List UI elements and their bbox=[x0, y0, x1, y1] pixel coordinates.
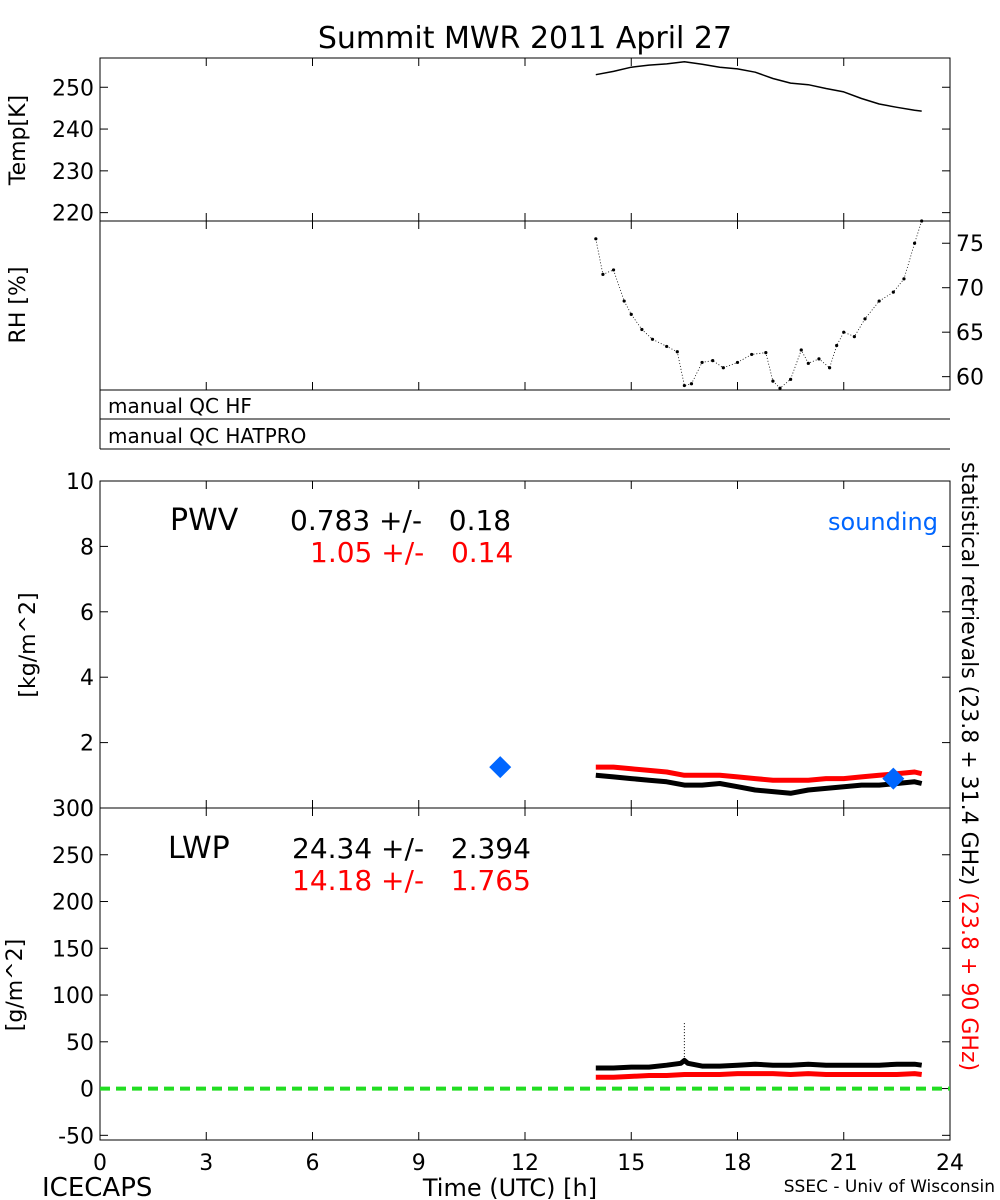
footer-right: SSEC - Univ of Wisconsin bbox=[784, 1177, 995, 1197]
pwv-ytick-label: 10 bbox=[66, 470, 94, 495]
pwv-name: PWV bbox=[170, 503, 239, 538]
lwp-line-1 bbox=[595, 1071, 923, 1080]
lwp-ytick-label: 0 bbox=[80, 1078, 94, 1103]
rh-point bbox=[611, 268, 616, 272]
pwv-ytick-label: 0 bbox=[80, 797, 94, 822]
sounding-legend: sounding bbox=[828, 508, 938, 536]
temp-ytick-label: 220 bbox=[52, 202, 94, 227]
temp-ytick-label: 240 bbox=[52, 118, 94, 143]
lwp-ytick-label: 100 bbox=[52, 984, 94, 1009]
pwv-series bbox=[595, 764, 923, 796]
lwp-ytick-label: 50 bbox=[66, 1031, 94, 1056]
pwv-ytick-label: 4 bbox=[80, 666, 94, 691]
temp-frame bbox=[99, 57, 951, 222]
lwp-ytick-label: 150 bbox=[52, 937, 94, 962]
temp-series bbox=[595, 61, 922, 112]
lwp-hf-stat: 24.34 +/- 2.394 bbox=[292, 832, 531, 865]
pwv-sounding-points bbox=[489, 756, 905, 790]
temp-ytick-label: 230 bbox=[52, 160, 94, 185]
lwp-y-ticks: -50 0 50 100 150 200 250 300 bbox=[52, 797, 950, 1149]
qc-hf-label: manual QC HF bbox=[108, 394, 252, 418]
right-legend: statistical retrievals (23.8 + 31.4 GHz)… bbox=[956, 462, 981, 1071]
rh-ytick-label: 70 bbox=[956, 277, 984, 302]
rh-point bbox=[622, 299, 626, 303]
rh-point bbox=[912, 241, 917, 245]
temp-ytick-label: 250 bbox=[52, 76, 94, 101]
rh-panel: RH [%] 60 65 70 75 bbox=[6, 219, 984, 391]
xtick-label: 18 bbox=[724, 1151, 752, 1176]
rh-point bbox=[920, 219, 924, 223]
rh-point bbox=[750, 352, 754, 357]
rh-ylabel: RH [%] bbox=[6, 267, 31, 344]
rh-point bbox=[650, 337, 655, 341]
rh-trace bbox=[595, 220, 923, 389]
x-axis-label: Time (UTC) [h] bbox=[422, 1174, 597, 1200]
lwp-name: LWP bbox=[168, 831, 230, 866]
xtick-label: 0 bbox=[93, 1151, 107, 1176]
xtick-label: 6 bbox=[306, 1151, 320, 1176]
lwp-series bbox=[595, 1023, 923, 1080]
pwv-line-1 bbox=[595, 764, 923, 783]
sounding-marker bbox=[882, 767, 905, 790]
xtick-label: 12 bbox=[511, 1151, 539, 1176]
right-legend-black: statistical retrievals (23.8 + 31.4 GHz) bbox=[956, 462, 981, 885]
pwv-ytick-label: 8 bbox=[80, 535, 94, 560]
lwp-x-ticks: 0 3 6 9 12 15 18 21 24 bbox=[93, 58, 964, 1176]
pwv-y-ticks: 0 2 4 6 8 10 bbox=[66, 470, 950, 822]
rh-point bbox=[863, 317, 867, 321]
footer-left: ICECAPS bbox=[42, 1173, 152, 1200]
lwp-ytick-label: 300 bbox=[52, 797, 94, 822]
xtick-label: 24 bbox=[936, 1151, 964, 1176]
pwv-hf-stat: 0.783 +/- 0.18 bbox=[290, 504, 511, 537]
rh-frame bbox=[99, 220, 951, 391]
lwp-hatpro-stat: 14.18 +/- 1.765 bbox=[292, 864, 531, 897]
qc-strips: manual QC HF manual QC HATPRO bbox=[99, 390, 950, 450]
rh-point bbox=[594, 237, 598, 241]
right-legend-red: (23.8 + 90 GHz) bbox=[956, 892, 981, 1071]
rh-point bbox=[827, 366, 832, 370]
xtick-label: 21 bbox=[830, 1151, 858, 1176]
rh-point bbox=[789, 377, 793, 381]
temp-ylabel: Temp[K] bbox=[6, 95, 31, 186]
qc-hatpro-label: manual QC HATPRO bbox=[108, 424, 306, 448]
pwv-ylabel: [kg/m^2] bbox=[16, 592, 41, 697]
temp-y-ticks: 220 230 240 250 bbox=[52, 76, 950, 227]
pwv-hatpro-stat: 1.05 +/- 0.14 bbox=[310, 536, 513, 569]
xtick-label: 15 bbox=[617, 1151, 645, 1176]
lwp-line-0 bbox=[595, 1058, 923, 1071]
sounding-marker bbox=[489, 756, 512, 779]
temp-line-0 bbox=[595, 61, 922, 112]
rh-point bbox=[806, 361, 810, 365]
rh-y-ticks: 60 65 70 75 bbox=[942, 232, 984, 391]
figure-title: Summit MWR 2011 April 27 bbox=[318, 21, 732, 56]
temp-panel: Temp[K] 220 230 240 250 bbox=[6, 57, 951, 227]
xtick-label: 3 bbox=[199, 1151, 213, 1176]
rh-ytick-label: 75 bbox=[956, 232, 984, 257]
rh-point bbox=[877, 299, 881, 303]
rh-point bbox=[842, 330, 846, 334]
pwv-line-0 bbox=[595, 772, 923, 796]
rh-point bbox=[835, 343, 839, 348]
pwv-panel: [kg/m^2] 0 2 4 6 8 10 PWV 0.783 +/- 0.18 1.05… bbox=[16, 470, 951, 822]
rh-point bbox=[682, 383, 686, 388]
rh-point bbox=[721, 366, 725, 370]
xtick-label: 9 bbox=[412, 1151, 426, 1176]
rh-ytick-label: 65 bbox=[956, 321, 984, 346]
rh-series bbox=[594, 219, 924, 390]
pwv-ytick-label: 2 bbox=[80, 732, 94, 757]
pwv-ytick-label: 6 bbox=[80, 601, 94, 626]
rh-ytick-label: 60 bbox=[956, 366, 984, 391]
rh-point bbox=[629, 312, 633, 316]
lwp-ylabel: [g/m^2] bbox=[3, 939, 28, 1031]
lwp-ytick-label: -50 bbox=[58, 1124, 94, 1149]
rh-point bbox=[852, 335, 856, 339]
lwp-ytick-label: 250 bbox=[52, 844, 94, 869]
lwp-ytick-label: 200 bbox=[52, 891, 94, 916]
rh-point bbox=[771, 379, 775, 383]
